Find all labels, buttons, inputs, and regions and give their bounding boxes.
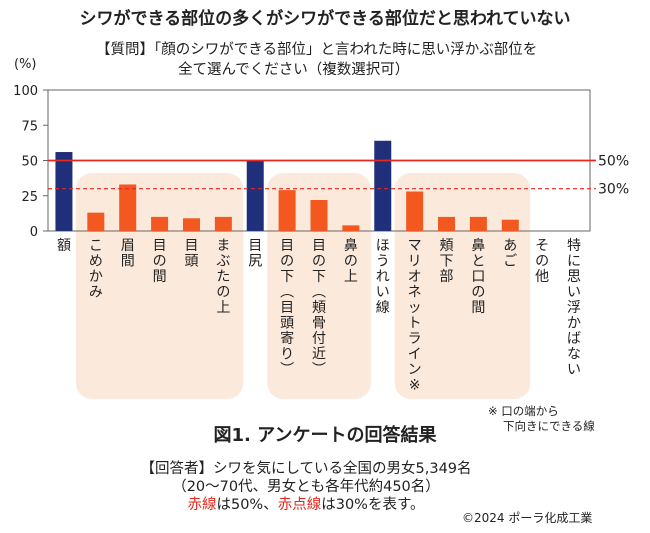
category-label-9: 目の下︵頬骨付近︶ (312, 238, 326, 378)
group-shade-3 (394, 173, 531, 399)
bar-9 (310, 199, 328, 231)
respondent-line-1: 【回答者】シワを気にしている全国の男女5,349名 (140, 461, 472, 477)
category-label-13: 頬下部 (440, 238, 454, 285)
ref-label-30: 30% (598, 182, 629, 198)
bar-2 (87, 212, 105, 231)
category-label-10: 鼻の上 (344, 237, 358, 285)
category-label-5: 目頭 (184, 238, 198, 270)
respondent-line-2: （20～70代、男女とも各年代約450名） (172, 479, 440, 495)
bar-15 (501, 219, 519, 231)
category-label-16: その他 (535, 238, 549, 285)
bar-1 (55, 152, 73, 231)
ref-label-50: 50% (598, 154, 629, 170)
bar-7 (246, 160, 264, 231)
y-axis-unit: (%) (14, 57, 37, 72)
bar-8 (278, 190, 296, 231)
y-tick-label: 0 (30, 225, 38, 240)
bar-14 (469, 216, 487, 231)
red-dotted-desc: は30%を表す。 (321, 497, 425, 513)
bar-6 (214, 216, 232, 231)
category-label-15: あご (503, 238, 517, 270)
figure-caption: 図1. アンケートの回答結果 (213, 425, 437, 446)
y-tick-label: 75 (21, 119, 38, 134)
bar-12 (406, 191, 424, 231)
red-dotted-term: 赤点線 (277, 497, 322, 513)
y-tick-label: 50 (21, 155, 38, 170)
red-line-term: 赤線 (187, 497, 217, 513)
respondent-line-3: 赤線は50%、赤点線は30%を表す。 (96, 496, 516, 514)
category-label-6: まぶたの上 (216, 238, 230, 316)
y-tick-label: 25 (21, 190, 38, 205)
marionette-note: ※ 口の端から 下向きにできる線 (488, 404, 595, 434)
category-label-11: ほうれい線 (376, 238, 390, 316)
question-line-2: 全て選んでください（複数選択可） (178, 62, 410, 78)
bar-4 (151, 216, 169, 231)
category-label-12: マリオネットライン※ (408, 238, 422, 394)
note-line-1: ※ 口の端から (488, 404, 559, 418)
chart-title: シワができる部位の多くがシワができる部位だと思われていない (79, 9, 571, 29)
category-label-8: 目の下︵目頭寄り︶ (280, 238, 294, 378)
y-tick-label: 100 (13, 84, 38, 99)
category-label-7: 目尻 (248, 238, 262, 270)
bar-3 (119, 184, 137, 231)
bar-13 (438, 216, 456, 231)
red-line-desc: は50%、 (216, 497, 278, 513)
question-line-1: 「顔のシワができる部位」と言われた時に思い浮かぶ部位を (154, 42, 538, 58)
copyright: ©2024 ポーラ化成工業 (462, 511, 593, 525)
category-label-14: 鼻と口の間 (471, 237, 485, 316)
note-line-2: 下向きにできる線 (503, 419, 595, 433)
group-shade-1 (75, 173, 244, 399)
bar-5 (182, 218, 200, 231)
question-tag: 【質問】 (96, 42, 154, 58)
question-text: 【質問】「顔のシワができる部位」と言われた時に思い浮かぶ部位を 全て選んでくださ… (96, 40, 566, 80)
category-label-1: 額 (57, 238, 71, 254)
bar-11 (374, 140, 392, 231)
category-label-4: 目の間 (153, 238, 167, 285)
respondent-info: 【回答者】シワを気にしている全国の男女5,349名 （20～70代、男女とも各年… (96, 460, 516, 514)
bar-10 (342, 225, 360, 231)
category-label-3: 眉間 (121, 238, 135, 270)
category-label-2: こめかみ (89, 238, 103, 301)
category-label-17: 特に思い浮かばない (567, 238, 581, 378)
